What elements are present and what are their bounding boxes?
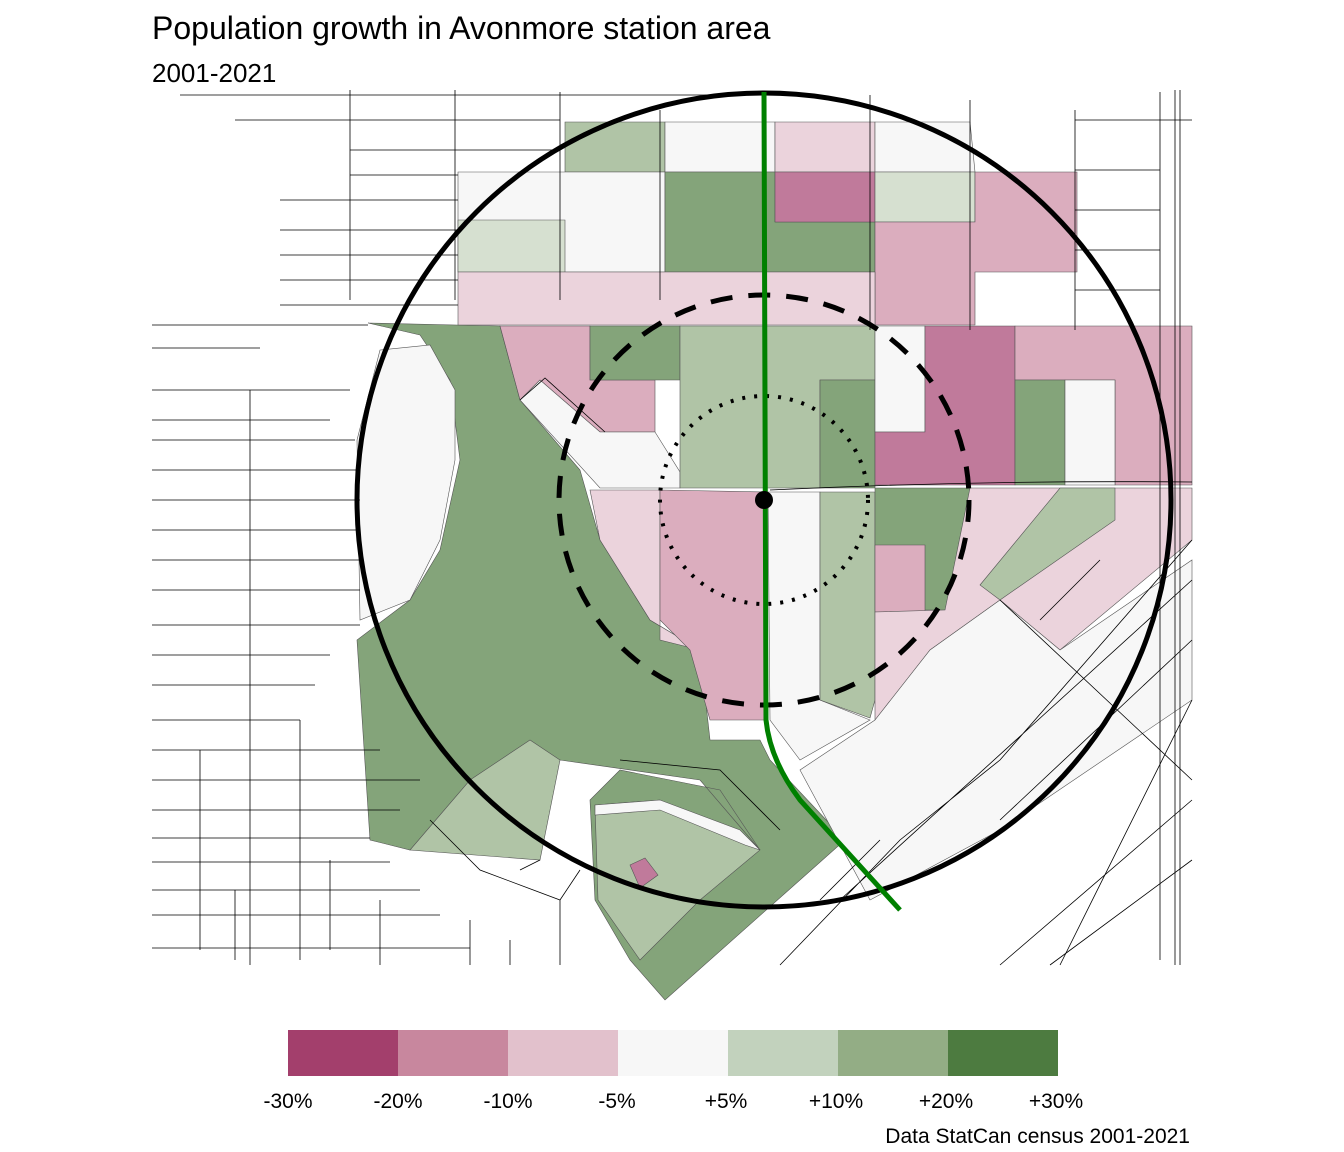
transit-line [761, 91, 902, 912]
area-light-green-s [819, 491, 876, 719]
legend-swatch [948, 1030, 1058, 1076]
legend-label: -5% [598, 1090, 636, 1113]
legend-swatch [618, 1030, 728, 1076]
area-pink-strong-n [774, 171, 876, 223]
legend-label: +20% [918, 1090, 974, 1113]
area-light-green-n1 [564, 121, 666, 173]
area-white-e [1064, 379, 1116, 486]
area-light-pink-band [457, 271, 876, 326]
area-pink-ne [874, 171, 1078, 326]
legend-label: -10% [483, 1090, 533, 1113]
area-green-e [1014, 379, 1066, 486]
inner-ring-dotted [658, 394, 870, 606]
map-title: Population growth in Avonmore station ar… [152, 10, 771, 46]
legend-bar [288, 1030, 1058, 1076]
data-source-caption: Data StatCan census 2001-2021 [885, 1125, 1190, 1148]
area-pink-se [874, 544, 926, 613]
area-pink-small [629, 857, 659, 889]
area-green-c4 [819, 379, 876, 489]
census-areas [356, 121, 1193, 1001]
area-pale-green-nw [457, 219, 566, 273]
legend-label: -30% [263, 1090, 313, 1113]
area-light-green-se2 [979, 487, 1116, 601]
legend-label: -20% [373, 1090, 423, 1113]
legend-label: +30% [1028, 1090, 1084, 1113]
area-white-bottom [594, 799, 761, 851]
area-white-n2 [664, 121, 776, 173]
area-pale-green-n [874, 171, 976, 223]
legend-label: +10% [808, 1090, 864, 1113]
legend-swatch [838, 1030, 948, 1076]
legend-swatch [288, 1030, 398, 1076]
station-marker [755, 491, 773, 509]
legend-swatch [508, 1030, 618, 1076]
legend-swatch [728, 1030, 838, 1076]
area-white-c5 [874, 325, 926, 433]
area-light-pink-n3 [774, 121, 876, 173]
area-white-c3 [519, 379, 681, 489]
area-white-n4 [874, 121, 976, 173]
map-subtitle: 2001-2021 [152, 58, 277, 88]
legend-label: +5% [704, 1090, 748, 1113]
legend-swatch [398, 1030, 508, 1076]
street-network [152, 90, 1193, 966]
